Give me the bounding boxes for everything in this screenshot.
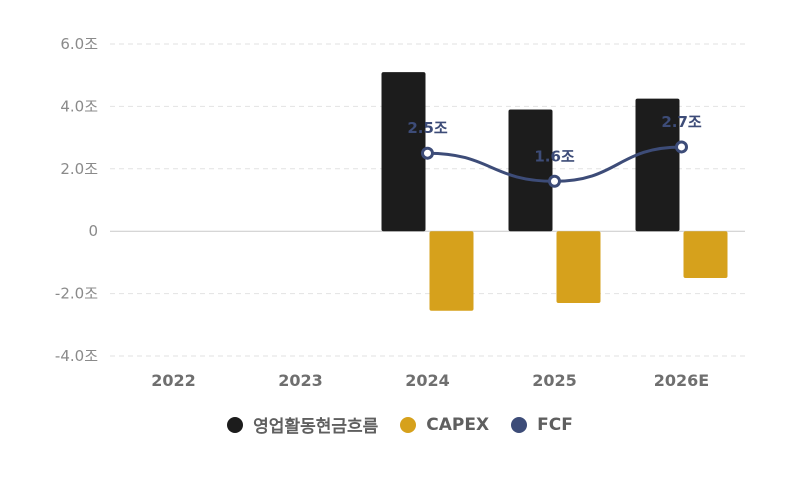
- legend-label-operating-cash-flow: 영업활동현금흐름: [253, 417, 379, 437]
- legend-item-fcf: FCF: [511, 415, 573, 435]
- fcf-data-label: 2.5조: [407, 119, 448, 137]
- y-tick-label: 4.0조: [60, 97, 98, 115]
- x-tick-label: 2025: [532, 371, 577, 390]
- legend-swatch-operating-cash-flow: [227, 416, 244, 433]
- bar-capex: [429, 231, 474, 311]
- bar-operating-cash-flow: [635, 98, 680, 232]
- x-tick-label: 2024: [405, 371, 450, 390]
- y-tick-label: -2.0조: [55, 285, 98, 303]
- legend: 영업활동현금흐름 CAPEX FCF: [0, 412, 800, 437]
- y-tick-label: -4.0조: [55, 347, 98, 365]
- legend-label-fcf: FCF: [537, 414, 573, 435]
- fcf-point: [548, 174, 561, 188]
- bar-capex: [556, 231, 601, 303]
- fcf-data-label: 1.6조: [534, 147, 575, 165]
- legend-item-operating-cash-flow: 영업활동현금흐름: [227, 412, 378, 437]
- y-tick-label: 2.0조: [60, 160, 98, 178]
- x-tick-label: 2023: [278, 371, 323, 390]
- legend-item-capex: CAPEX: [400, 415, 489, 435]
- y-tick-label: 0: [88, 222, 98, 240]
- legend-swatch-fcf: [511, 416, 528, 433]
- fcf-point: [421, 146, 434, 160]
- fcf-point: [675, 140, 688, 154]
- bar-capex: [683, 231, 728, 278]
- fcf-data-label: 2.7조: [661, 113, 702, 131]
- bar-operating-cash-flow: [381, 72, 426, 232]
- bar-operating-cash-flow: [508, 109, 553, 232]
- y-tick-label: 6.0조: [60, 35, 98, 53]
- x-tick-label: 2022: [151, 371, 196, 390]
- chart: 6.0조 4.0조 2.0조 0 -2.0조 -4.0조 2022 2023 2024 2025 2…: [55, 35, 745, 390]
- legend-swatch-capex: [400, 416, 417, 433]
- legend-label-capex: CAPEX: [426, 414, 490, 435]
- x-tick-label: 2026E: [654, 371, 709, 390]
